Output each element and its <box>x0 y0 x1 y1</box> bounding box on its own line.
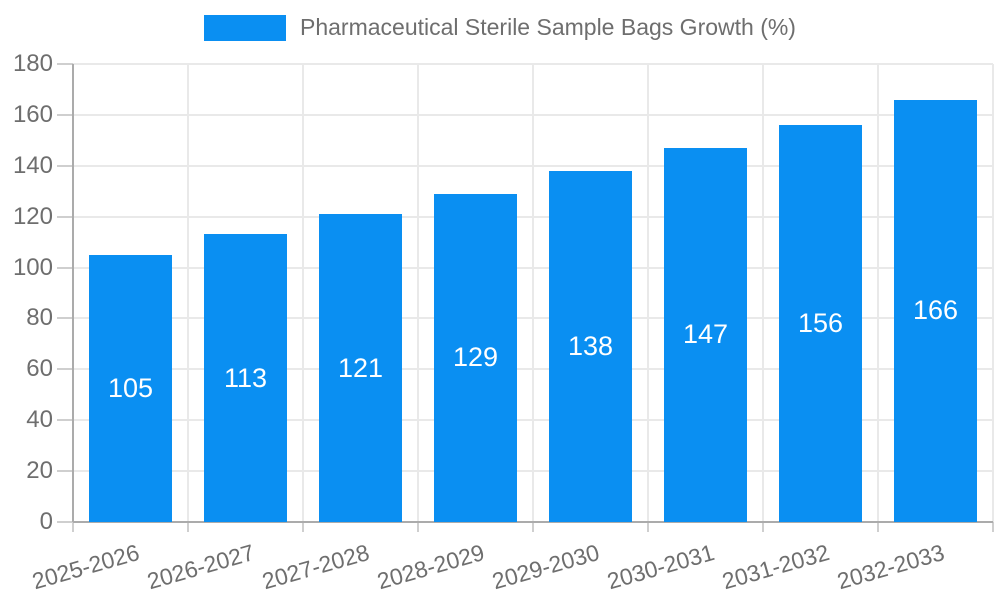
y-tick-label: 80 <box>26 304 53 332</box>
bar-value-label: 121 <box>337 352 384 383</box>
y-tick-label: 180 <box>12 50 53 77</box>
x-tick-mark <box>992 522 994 532</box>
x-tick-label: 2032-2033 <box>833 539 947 595</box>
gridline-x <box>187 64 189 522</box>
bar[interactable]: 156 <box>779 125 862 522</box>
x-tick-mark <box>647 522 649 532</box>
y-tick-label: 60 <box>26 355 53 383</box>
y-tick-label: 0 <box>39 508 53 535</box>
legend-label: Pharmaceutical Sterile Sample Bags Growt… <box>300 14 796 40</box>
x-tick-label: 2028-2029 <box>373 539 487 595</box>
x-tick-mark <box>532 522 534 532</box>
legend-swatch <box>204 14 286 41</box>
y-tick-label: 140 <box>12 151 53 179</box>
bar-value-label: 166 <box>912 295 959 326</box>
bar-value-label: 147 <box>682 319 729 350</box>
x-tick-mark <box>762 522 764 532</box>
bar-value-label: 129 <box>452 342 499 373</box>
x-tick-mark <box>72 522 74 532</box>
bar[interactable]: 105 <box>89 254 172 522</box>
bar[interactable]: 113 <box>204 234 287 522</box>
bar[interactable]: 121 <box>319 214 402 522</box>
bar[interactable]: 129 <box>434 193 517 522</box>
x-tick-mark <box>187 522 189 532</box>
bar-value-label: 156 <box>797 308 844 339</box>
bar-value-label: 105 <box>107 372 154 403</box>
gridline-x <box>762 64 764 522</box>
y-tick-label: 20 <box>26 457 53 485</box>
y-tick-mark <box>57 266 73 269</box>
gridline-x <box>877 64 879 522</box>
y-tick-mark <box>57 113 73 116</box>
y-tick-mark <box>57 368 73 371</box>
x-tick-label: 2026-2027 <box>143 539 257 595</box>
y-tick-label: 100 <box>12 253 53 281</box>
y-tick-label: 160 <box>12 100 53 128</box>
bar[interactable]: 166 <box>894 99 977 522</box>
y-tick-mark <box>57 317 73 320</box>
x-tick-mark <box>877 522 879 532</box>
legend-item[interactable]: Pharmaceutical Sterile Sample Bags Growt… <box>0 14 1000 41</box>
gridline-x <box>992 64 994 522</box>
y-tick-label: 40 <box>26 406 53 434</box>
y-tick-mark <box>57 470 73 473</box>
x-tick-label: 2027-2028 <box>258 539 372 595</box>
y-tick-mark <box>57 164 73 167</box>
x-tick-label: 2030-2031 <box>603 539 717 595</box>
bar[interactable]: 147 <box>664 147 747 522</box>
y-axis-line <box>72 64 74 522</box>
gridline-x <box>532 64 534 522</box>
bar[interactable]: 138 <box>549 170 632 522</box>
y-tick-label: 120 <box>12 202 53 230</box>
x-tick-label: 2029-2030 <box>488 539 602 595</box>
y-tick-mark <box>57 63 73 65</box>
gridline-x <box>417 64 419 522</box>
gridline-x <box>302 64 304 522</box>
x-axis-line <box>73 521 993 523</box>
bar-value-label: 113 <box>223 362 268 393</box>
y-tick-mark <box>57 521 73 523</box>
x-tick-mark <box>302 522 304 532</box>
x-tick-label: 2025-2026 <box>28 539 142 595</box>
bar-value-label: 138 <box>567 330 614 361</box>
y-tick-mark <box>57 215 73 218</box>
x-tick-mark <box>417 522 419 532</box>
gridline-x <box>647 64 649 522</box>
x-tick-label: 2031-2032 <box>718 539 832 595</box>
y-tick-mark <box>57 419 73 422</box>
